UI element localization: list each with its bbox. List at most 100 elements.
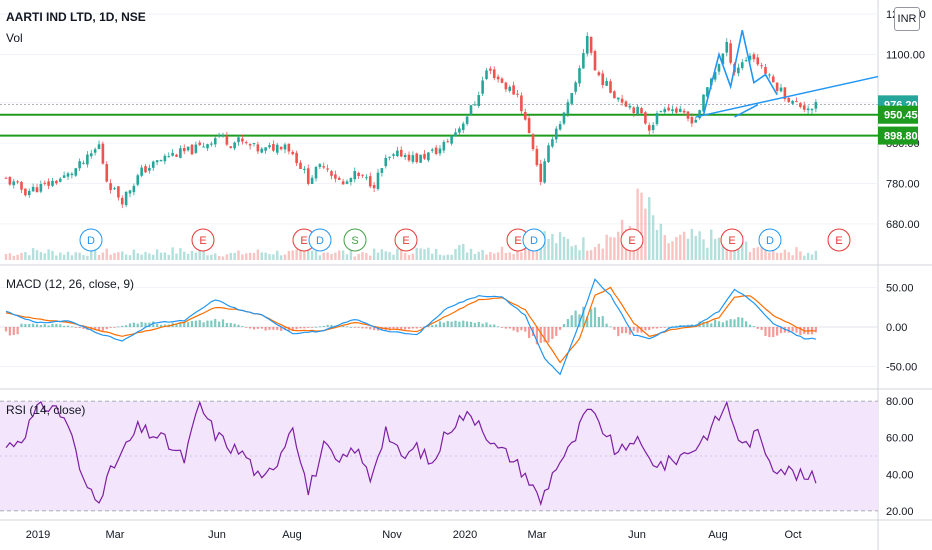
candle-body (221, 134, 225, 136)
candle-body (365, 177, 368, 179)
volume-bar (679, 234, 682, 260)
volume-bar (388, 252, 391, 260)
volume-bar (555, 243, 558, 260)
candle-body (244, 142, 248, 144)
event-circle (79, 228, 103, 252)
volume-bar (310, 250, 314, 260)
candle-body (729, 43, 732, 63)
macd-histogram-bar (721, 322, 724, 327)
macd-histogram-bar (446, 321, 449, 327)
volume-bar (338, 250, 341, 260)
candle-body (20, 182, 23, 190)
rsi-tick-label: 40.00 (886, 469, 914, 481)
candle-body (66, 173, 70, 177)
price-level-label: 898.80 (884, 131, 918, 143)
volume-bar (547, 239, 550, 260)
volume-bar (396, 248, 399, 260)
candle-body (16, 181, 19, 183)
candle-body (337, 177, 341, 180)
candle-body (760, 65, 763, 67)
macd-histogram-bar (710, 323, 713, 327)
volume-bar (419, 248, 422, 260)
candle-body (461, 123, 465, 130)
volume-bar (400, 247, 403, 260)
macd-histogram-bar (791, 327, 794, 332)
macd-histogram-bar (94, 327, 97, 330)
volume-bar (744, 241, 748, 260)
volume-bar (276, 250, 279, 260)
macd-histogram-bar (485, 322, 488, 327)
volume-bar (477, 251, 480, 260)
volume-bar (768, 252, 771, 260)
candle-body (667, 107, 670, 111)
candle-body (275, 144, 279, 153)
volume-bar (806, 252, 810, 260)
volume-bar (376, 252, 380, 260)
macd-histogram-bar (183, 322, 186, 327)
macd-histogram-bar (82, 327, 85, 329)
macd-histogram-bar (404, 327, 407, 330)
candle-body (764, 67, 767, 74)
volume-bar (144, 251, 147, 260)
candle-body (384, 157, 388, 167)
event-marker-E: E (191, 228, 215, 252)
candle-body (124, 191, 128, 206)
volume-bar (764, 246, 767, 260)
candle-body (248, 144, 252, 146)
candle-body (283, 144, 287, 150)
candle-body (787, 97, 791, 102)
macd-histogram-bar (43, 324, 46, 327)
volume-bar (593, 247, 597, 260)
macd-histogram-bar (648, 327, 651, 330)
macd-histogram-bar (776, 327, 779, 336)
volume-bar (582, 237, 585, 260)
macd-histogram-bar (32, 323, 35, 327)
volume-bar (148, 253, 151, 260)
candle-body (86, 154, 89, 165)
volume-bar (721, 243, 725, 260)
macd-histogram-bar (194, 320, 197, 327)
event-letter: E (199, 235, 206, 247)
candle-body (543, 161, 546, 183)
candle-body (272, 144, 275, 151)
macd-histogram-bar (326, 324, 329, 327)
candle-body (287, 143, 291, 152)
candle-body (458, 128, 461, 133)
currency-button[interactable]: INR (894, 7, 920, 31)
volume-bar (357, 253, 360, 260)
candle-body (260, 148, 264, 153)
volume-bar (190, 250, 194, 260)
event-circle (522, 228, 546, 252)
candle-body (93, 149, 97, 153)
candle-body (477, 95, 481, 107)
volume-bar (369, 255, 372, 260)
macd-histogram-bar (442, 322, 445, 327)
time-tick-label: Nov (382, 529, 402, 541)
volume-bar (252, 252, 256, 260)
candle-body (101, 143, 105, 164)
time-tick-label: Mar (528, 529, 547, 541)
price-tick-label: 780.00 (886, 179, 920, 191)
volume-bar (407, 255, 411, 260)
volume-bar (485, 254, 488, 260)
volume-bar (512, 253, 515, 260)
macd-histogram-bar (233, 323, 236, 327)
candle-body (570, 92, 574, 104)
time-tick-label: Jun (628, 529, 646, 541)
macd-histogram-bar (291, 327, 294, 331)
volume-bar (24, 252, 27, 260)
macd-histogram-bar (299, 327, 302, 329)
volume-bar (109, 254, 112, 260)
volume-bar (779, 252, 783, 260)
candle-body (148, 167, 151, 171)
candle-body (326, 168, 329, 170)
candle-body (481, 80, 484, 94)
macd-histogram-bar (295, 327, 298, 330)
candle-body (376, 172, 380, 189)
event-letter: D (766, 235, 774, 247)
macd-histogram-bar (66, 325, 70, 327)
volume-bar (353, 256, 356, 260)
candle-body (678, 108, 682, 112)
volume-bar (330, 253, 333, 260)
volume-bar (496, 252, 500, 260)
